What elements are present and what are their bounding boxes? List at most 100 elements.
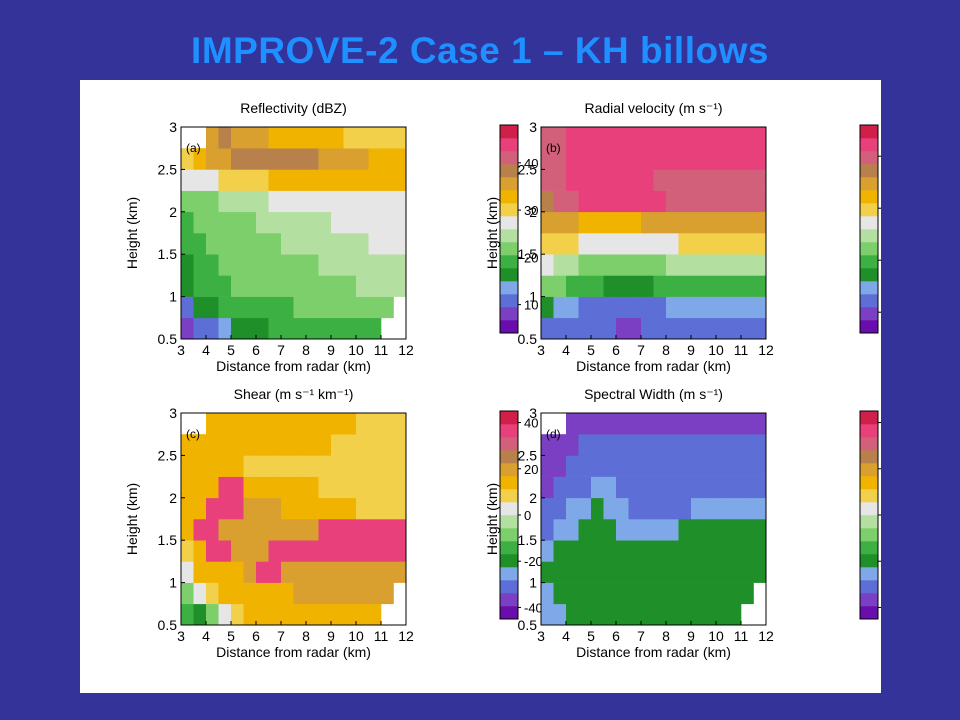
- heatmap-cell: [666, 127, 679, 149]
- colorbar-swatch: [500, 411, 518, 425]
- heatmap-cell: [691, 233, 704, 255]
- y-tick-label: 2: [529, 204, 537, 220]
- heatmap-cell: [628, 190, 642, 213]
- y-tick-label: 3: [169, 405, 177, 421]
- heatmap-cell: [293, 561, 307, 583]
- y-tick-label: 2.5: [518, 447, 538, 463]
- heatmap-cell: [218, 233, 232, 255]
- y-tick-label: 0.5: [158, 331, 178, 347]
- heatmap-cell: [578, 127, 592, 149]
- heatmap-cell: [591, 434, 604, 456]
- heatmap-cell: [591, 603, 604, 626]
- heatmap-cell: [641, 519, 654, 541]
- heatmap-cells: [541, 413, 767, 626]
- heatmap-cell: [691, 317, 704, 340]
- heatmap-cell: [306, 296, 319, 319]
- heatmap-cell: [231, 190, 244, 213]
- heatmap-cell: [716, 497, 729, 520]
- y-axis-label: Height (km): [484, 197, 500, 269]
- heatmap-cell: [393, 275, 407, 297]
- heatmap-cell: [653, 497, 667, 520]
- heatmap-cell: [293, 296, 307, 319]
- heatmap-cell: [293, 275, 307, 297]
- colorbar-swatch: [500, 138, 518, 152]
- heatmap-cell: [281, 519, 294, 541]
- heatmap-cell: [741, 275, 754, 297]
- heatmap-cell: [728, 211, 742, 234]
- heatmap-cell: [591, 561, 604, 583]
- heatmap-cell: [381, 275, 394, 297]
- heatmap-cell: [268, 190, 282, 213]
- panel-label: (a): [186, 141, 201, 155]
- heatmap-cell: [368, 434, 382, 456]
- colorbar-swatch: [500, 489, 518, 503]
- heatmap-cell: [381, 413, 394, 435]
- heatmap-cell: [666, 519, 679, 541]
- heatmap-cell: [256, 127, 269, 149]
- heatmap-cell: [331, 603, 344, 626]
- heatmap-cell: [691, 296, 704, 319]
- heatmap-cell: [306, 519, 319, 541]
- heatmap-cell: [231, 127, 244, 149]
- heatmap-cell: [293, 540, 307, 562]
- heatmap-cell: [541, 127, 554, 149]
- heatmap-cell: [306, 317, 319, 340]
- heatmap-cell: [741, 476, 754, 499]
- heatmap-cell: [578, 148, 592, 170]
- heatmap-cell: [268, 455, 282, 477]
- heatmap-cell: [628, 233, 642, 255]
- chart-panel-a: (a)Reflectivity (dBZ)3 4 5 6 7 8 9 10 11 120.511.…: [124, 100, 538, 374]
- heatmap-cell: [628, 127, 642, 149]
- heatmap-cell: [218, 540, 232, 562]
- heatmap-cell: [628, 561, 642, 583]
- heatmap-cell: [728, 519, 742, 541]
- x-tick-label: 10: [708, 628, 724, 644]
- heatmap-cell: [293, 211, 307, 234]
- heatmap-cell: [716, 561, 729, 583]
- colorbar-swatch: [500, 281, 518, 295]
- heatmap-cell: [641, 148, 654, 170]
- heatmap-cell: [343, 497, 357, 520]
- heatmap-cell: [356, 476, 369, 499]
- heatmap-cell: [591, 169, 604, 191]
- heatmap-cell: [218, 169, 232, 191]
- heatmap-cell: [206, 519, 219, 541]
- heatmap-cell: [553, 603, 567, 626]
- heatmap-cell: [641, 582, 654, 605]
- heatmap-cell: [381, 434, 394, 456]
- heatmap-cell: [578, 413, 592, 435]
- heatmap-cell: [591, 254, 604, 276]
- heatmap-cell: [193, 497, 207, 520]
- heatmap-cell: [193, 519, 207, 541]
- x-tick-label: 10: [708, 342, 724, 358]
- heatmap-cell: [578, 455, 592, 477]
- colorbar-swatch: [860, 515, 878, 529]
- heatmap-cell: [641, 190, 654, 213]
- heatmap-cell: [306, 476, 319, 499]
- heatmap-cell: [553, 540, 567, 562]
- heatmap-cell: [678, 603, 692, 626]
- heatmap-cell: [281, 233, 294, 255]
- heatmap-cell: [566, 540, 579, 562]
- y-tick-label: 2.5: [158, 161, 178, 177]
- colorbar-swatch: [860, 216, 878, 230]
- colorbar-swatch: [500, 554, 518, 568]
- heatmap-cell: [218, 254, 232, 276]
- heatmap-cell: [666, 497, 679, 520]
- heatmap-cell: [666, 275, 679, 297]
- heatmap-cell: [218, 317, 232, 340]
- heatmap-cell: [616, 169, 629, 191]
- heatmap-cell: [753, 455, 767, 477]
- colorbar-swatch: [860, 281, 878, 295]
- colorbar-swatch: [500, 567, 518, 581]
- heatmap-cell: [553, 455, 567, 477]
- heatmap-cell: [591, 582, 604, 605]
- heatmap-cell: [306, 254, 319, 276]
- heatmap-cell: [231, 476, 244, 499]
- heatmap-cell: [231, 317, 244, 340]
- heatmap-cell: [741, 317, 754, 340]
- heatmap-cell: [268, 317, 282, 340]
- heatmap-cell: [256, 317, 269, 340]
- colorbar-tick-label: 20: [524, 462, 538, 477]
- heatmap-cell: [318, 455, 332, 477]
